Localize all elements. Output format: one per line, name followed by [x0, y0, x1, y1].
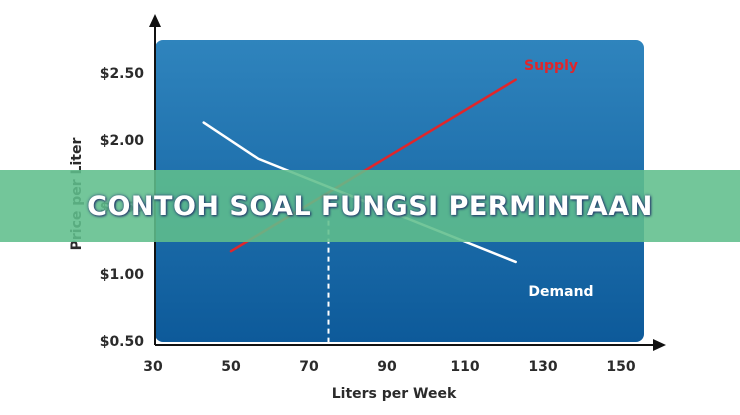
- x-tick-label: 50: [221, 359, 241, 375]
- y-axis-arrow: [149, 14, 161, 27]
- banner-title: CONTOH SOAL FUNGSI PERMINTAAN: [87, 190, 653, 222]
- y-tick-label: $2.00: [100, 133, 145, 149]
- x-tick-label: 150: [606, 359, 635, 375]
- y-tick-label: $0.50: [100, 334, 145, 350]
- x-tick-label: 110: [450, 359, 479, 375]
- x-tick-label: 130: [528, 359, 557, 375]
- title-banner: CONTOH SOAL FUNGSI PERMINTAAN: [0, 170, 740, 242]
- x-tick-label: 70: [299, 359, 319, 375]
- supply-label: Supply: [524, 58, 578, 74]
- x-tick-label: 90: [377, 359, 397, 375]
- x-axis-title: Liters per Week: [332, 386, 457, 402]
- x-axis-arrow: [653, 339, 666, 351]
- x-tick-label: 30: [143, 359, 163, 375]
- y-tick-label: $1.00: [100, 267, 145, 283]
- y-tick-label: $2.50: [100, 66, 145, 82]
- demand-label: Demand: [528, 284, 593, 300]
